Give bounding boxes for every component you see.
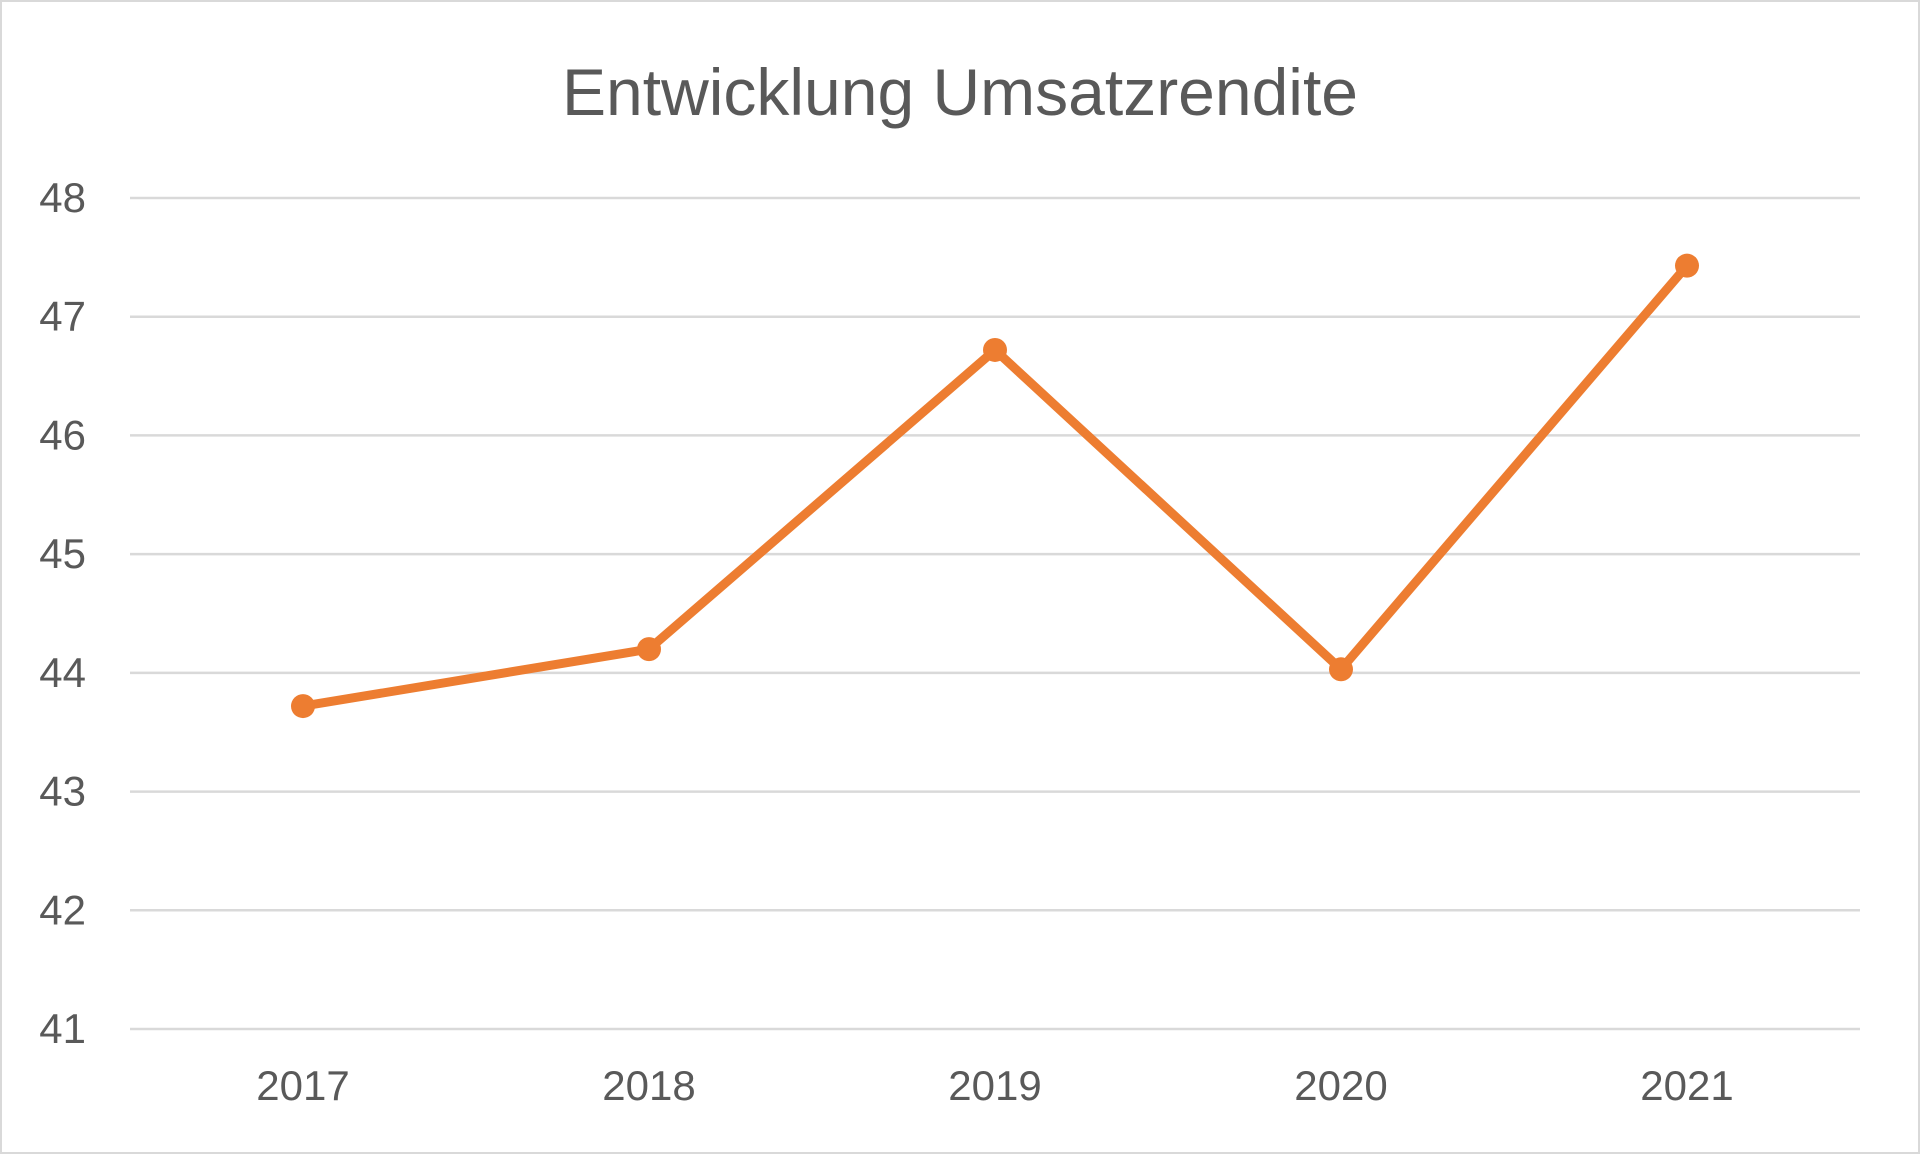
y-tick-label: 45 — [39, 530, 86, 577]
data-point-2018 — [637, 637, 661, 662]
y-tick-label: 47 — [39, 293, 86, 340]
x-axis-tick-labels: 2017 2018 2019 2020 2021 — [256, 1062, 1733, 1109]
data-point-2020 — [1329, 657, 1353, 682]
y-tick-label: 43 — [39, 768, 86, 815]
x-tick-label: 2017 — [256, 1062, 349, 1109]
x-tick-label: 2019 — [948, 1062, 1041, 1109]
y-axis-tick-labels: 41 42 43 44 45 46 47 48 — [39, 174, 86, 1052]
series-layer — [291, 253, 1699, 719]
chart-title: Entwicklung Umsatzrendite — [562, 55, 1358, 129]
series-line — [298, 261, 1692, 711]
data-point-2021 — [1675, 253, 1699, 278]
data-point-2019 — [983, 337, 1007, 362]
y-tick-label: 44 — [39, 649, 86, 696]
y-tick-label: 48 — [39, 174, 86, 221]
x-tick-label: 2021 — [1640, 1062, 1733, 1109]
gridlines — [130, 196, 1860, 1031]
y-tick-label: 41 — [39, 1005, 86, 1052]
data-point-2017 — [291, 694, 315, 719]
y-tick-label: 46 — [39, 411, 86, 458]
x-tick-label: 2018 — [602, 1062, 695, 1109]
x-tick-label: 2020 — [1294, 1062, 1387, 1109]
y-tick-label: 42 — [39, 886, 86, 933]
